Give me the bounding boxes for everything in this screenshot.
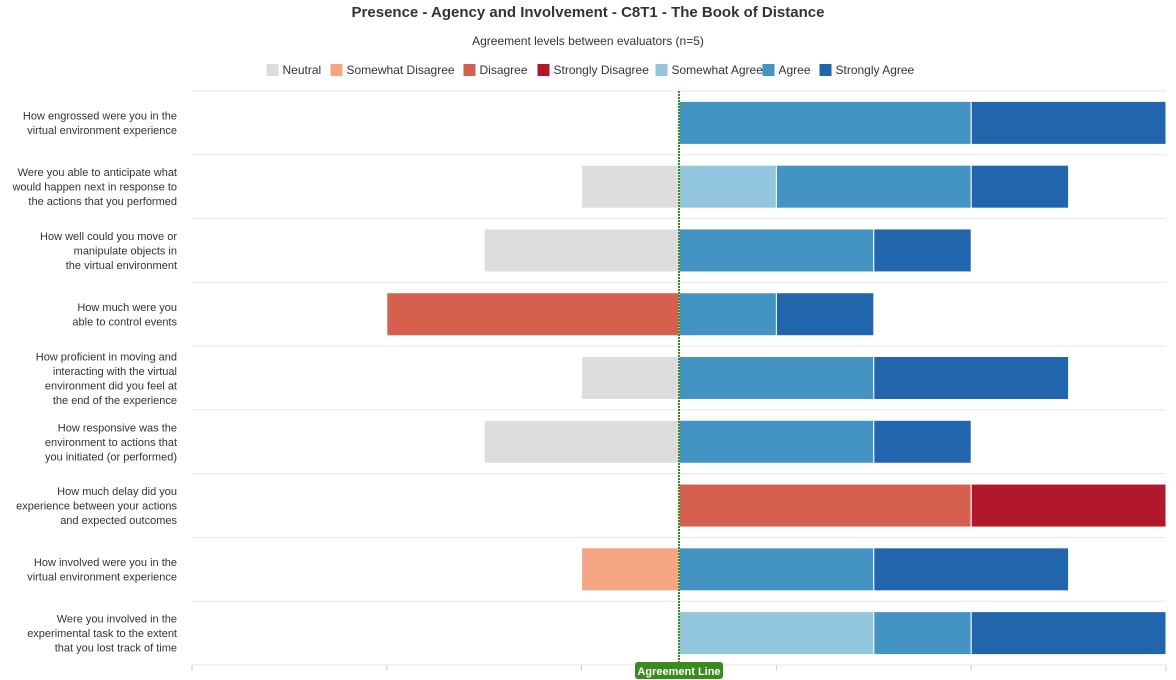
category-label: Were you able to anticipate what would ha… [11, 167, 177, 208]
legend-swatch [819, 64, 832, 76]
agreement-line: Agreement Line [635, 91, 723, 679]
category-labels: How engrossed were you in the virtual env… [11, 111, 177, 655]
legend: Neutral Somewhat Disagree Disagree Strongly… [266, 63, 915, 77]
bar-segment [775, 164, 972, 209]
legend-label: Neutral [283, 63, 322, 77]
legend-label: Somewhat Agree [672, 63, 764, 77]
bar-segment [483, 419, 680, 464]
bar-segment [678, 228, 875, 273]
bar-segment [581, 547, 680, 592]
legend-item[interactable]: Disagree [463, 63, 528, 77]
bar-segment [970, 100, 1167, 145]
bar-segment [678, 547, 875, 592]
bar-segment [483, 228, 680, 273]
legend-label: Agree [779, 63, 811, 77]
legend-swatch [762, 64, 775, 76]
bar-segment [678, 419, 875, 464]
bar-segment [678, 292, 777, 337]
legend-swatch [266, 64, 279, 76]
bar-segment [678, 100, 972, 145]
bar-segment [678, 164, 777, 209]
bar-segment [970, 611, 1167, 656]
category-label: How responsive was the environment to act… [45, 422, 177, 463]
bar-segment [970, 164, 1070, 209]
bar-segment [873, 547, 1070, 592]
bar-segment [678, 356, 875, 400]
category-label: How much delay did you experience between… [16, 486, 177, 527]
bar-segment [678, 611, 875, 656]
legend-item[interactable]: Strongly Disagree [537, 63, 650, 77]
legend-swatch [537, 64, 550, 76]
legend-swatch [330, 64, 343, 76]
bar-segment [775, 292, 875, 337]
agreement-badge-bg [635, 662, 723, 679]
legend-item[interactable]: Strongly Agree [819, 63, 915, 77]
chart-title: Presence - Agency and Involvement - C8T1… [352, 4, 825, 21]
bar-segment [873, 228, 972, 273]
category-label: Were you involved in the experimental tas… [27, 614, 177, 655]
bars [386, 100, 1167, 656]
legend-swatch [655, 64, 668, 76]
legend-swatch [463, 64, 476, 76]
bar-segment [581, 164, 680, 209]
bar-segment [873, 419, 972, 464]
bar-segment [581, 356, 680, 400]
category-label: How engrossed were you in the virtual env… [23, 111, 177, 138]
category-label: How well could you move or manipulate obj… [40, 231, 177, 272]
legend-item[interactable]: Neutral [266, 63, 322, 77]
bar-segment [873, 356, 1070, 400]
legend-item[interactable]: Somewhat Agree [655, 63, 764, 77]
legend-label: Somewhat Disagree [347, 63, 455, 77]
bar-segment [678, 483, 972, 528]
legend-label: Strongly Disagree [554, 63, 650, 77]
category-label: How involved were you in the virtual envi… [27, 557, 177, 584]
bar-segment [873, 611, 972, 656]
bar-segment [970, 483, 1167, 528]
legend-label: Disagree [480, 63, 528, 77]
legend-item[interactable]: Somewhat Disagree [330, 63, 455, 77]
category-label: How proficient in moving and interacting … [36, 351, 177, 407]
category-label: How much were you able to control events [72, 302, 177, 329]
chart-subtitle: Agreement levels between evaluators (n=5… [472, 34, 704, 48]
agreement-line-label: Agreement Line [637, 666, 720, 678]
agreement-line-badge: Agreement Line [635, 662, 723, 679]
legend-item[interactable]: Agree [762, 63, 811, 77]
bar-segment [386, 292, 680, 337]
legend-label: Strongly Agree [836, 63, 915, 77]
